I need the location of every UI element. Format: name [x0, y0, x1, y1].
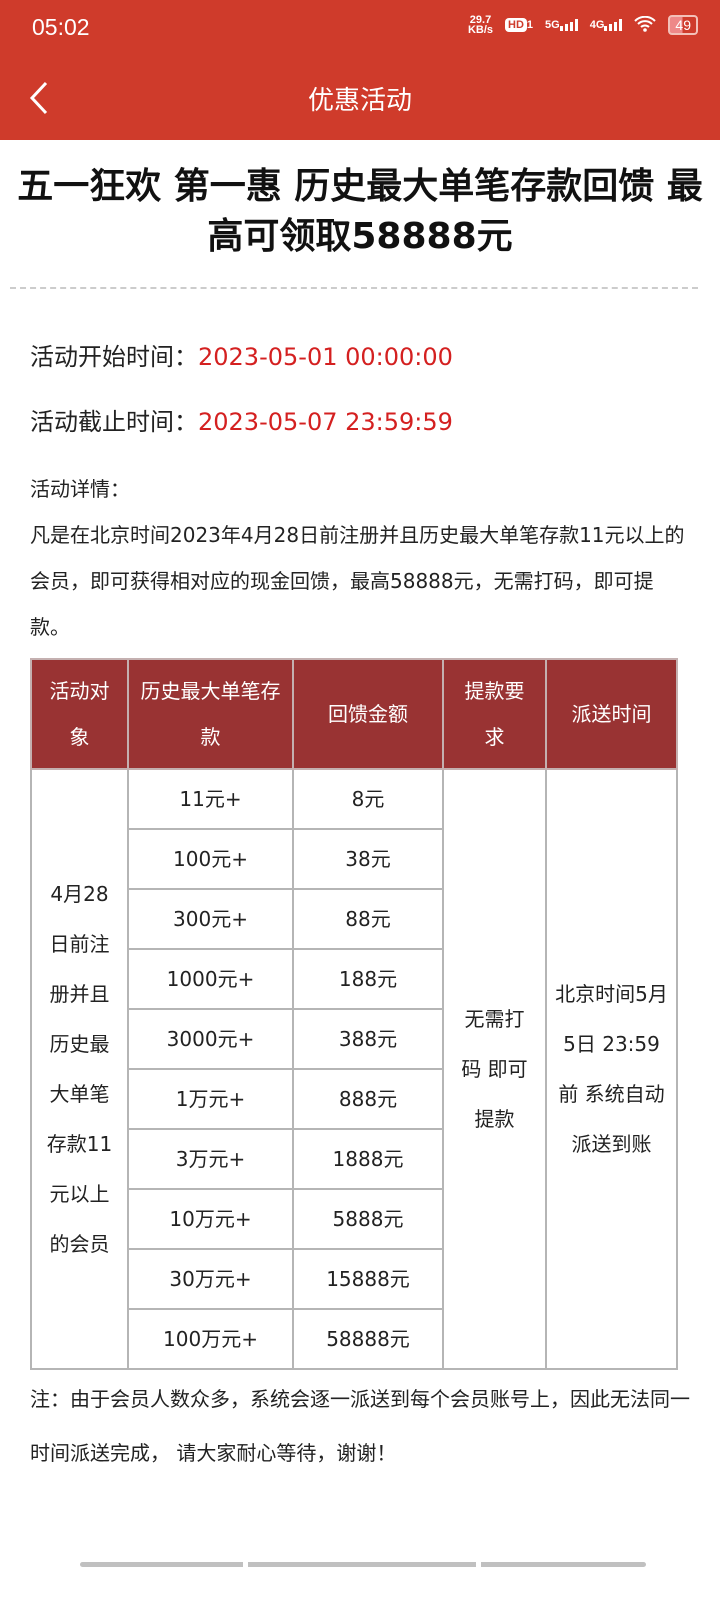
table-row: 4月28日前注册并且历史最大单笔存款11元以上的会员 11元+ 8元 无需打码 即可提…	[30, 768, 678, 1370]
reward-cell: 58888元	[292, 1308, 444, 1370]
reward-cell: 1888元	[292, 1128, 444, 1190]
reward-cell: 88元	[292, 888, 444, 950]
details: 活动详情： 凡是在北京时间2023年4月28日前注册并且历史最大单笔存款11元以上…	[30, 477, 685, 639]
note: 注：由于会员人数众多，系统会逐一派送到每个会员账号上，因此无法同一时间派送完成，…	[30, 1387, 690, 1465]
reward-table: 活动对象 历史最大单笔存款 回馈金额 提款要求 派送时间 4月28日前注册并且历…	[30, 658, 678, 1370]
scroll-indicator	[248, 1562, 476, 1567]
start-time: 活动开始时间：2023-05-01 00:00:00	[30, 343, 453, 371]
table-row: 100万元+ 58888元	[31, 1308, 677, 1370]
reward-cell: 8元	[292, 768, 444, 830]
nav-bar: 优惠活动	[0, 56, 720, 140]
back-button[interactable]	[28, 80, 58, 116]
signal-5g-icon: 5G	[545, 19, 578, 31]
dispatch-cell: 北京时间5月5日 23:59前 系统自动 派送到账	[545, 768, 678, 1370]
network-speed: 29.7 KB/s	[467, 14, 494, 36]
header-deposit: 历史最大单笔存款	[127, 658, 294, 770]
table-row: 1万元+ 888元	[31, 1068, 677, 1130]
table-row: 300元+ 88元	[31, 888, 677, 950]
clock: 05:02	[32, 14, 90, 40]
hd-icon: HD 1	[505, 18, 533, 32]
deposit-cell: 10万元+	[127, 1188, 294, 1250]
reward-cell: 888元	[292, 1068, 444, 1130]
deposit-cell: 100万元+	[127, 1308, 294, 1370]
table-header: 活动对象 历史最大单笔存款 回馈金额 提款要求 派送时间	[30, 658, 678, 770]
scroll-indicator	[481, 1562, 646, 1567]
table-row: 3万元+ 1888元	[31, 1128, 677, 1190]
reward-cell: 5888元	[292, 1188, 444, 1250]
reward-cell: 188元	[292, 948, 444, 1010]
battery-icon: 49	[668, 15, 698, 35]
deposit-cell: 1万元+	[127, 1068, 294, 1130]
header-dispatch: 派送时间	[545, 658, 678, 770]
deposit-cell: 3000元+	[127, 1008, 294, 1070]
chevron-left-icon	[29, 81, 48, 115]
deposit-cell: 100元+	[127, 828, 294, 890]
scroll-indicator	[80, 1562, 243, 1567]
status-bar: 05:02 29.7 KB/s HD 1 5G 4G 49	[0, 0, 720, 56]
header-reward: 回馈金额	[292, 658, 444, 770]
deposit-cell: 3万元+	[127, 1128, 294, 1190]
deposit-cell: 30万元+	[127, 1248, 294, 1310]
deposit-cell: 300元+	[127, 888, 294, 950]
table-row: 10万元+ 5888元	[31, 1188, 677, 1250]
divider	[10, 287, 698, 289]
target-cell: 4月28日前注册并且历史最大单笔存款11元以上的会员	[30, 768, 129, 1370]
table-row: 100元+ 38元	[31, 828, 677, 890]
wifi-icon	[634, 15, 657, 35]
reward-cell: 388元	[292, 1008, 444, 1070]
table-row: 30万元+ 15888元	[31, 1248, 677, 1310]
reward-cell: 38元	[292, 828, 444, 890]
table-row: 3000元+ 388元	[31, 1008, 677, 1070]
promo-title: 五一狂欢 第一惠 历史最大单笔存款回馈 最高可领取58888元	[17, 166, 703, 257]
page-title: 优惠活动	[307, 86, 412, 116]
signal-4g-icon: 4G	[590, 19, 623, 31]
requirement-cell: 无需打码 即可提款	[442, 768, 547, 1370]
end-time: 活动截止时间：2023-05-07 23:59:59	[30, 408, 453, 436]
header-target: 活动对象	[30, 658, 129, 770]
reward-cell: 15888元	[292, 1248, 444, 1310]
deposit-cell: 1000元+	[127, 948, 294, 1010]
table-row: 1000元+ 188元	[31, 948, 677, 1010]
deposit-cell: 11元+	[127, 768, 294, 830]
header-requirement: 提款要求	[442, 658, 547, 770]
